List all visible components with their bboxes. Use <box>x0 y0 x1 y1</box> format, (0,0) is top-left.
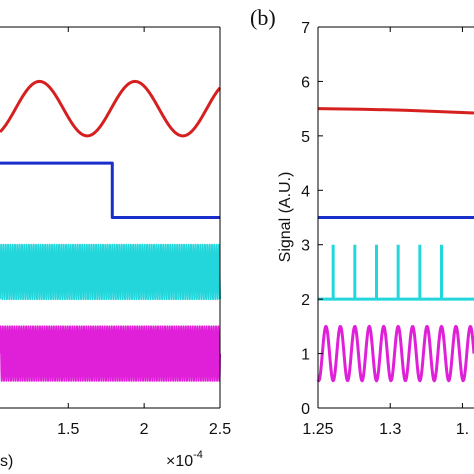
panel-b-series-1-line <box>317 107 474 115</box>
panel-a-series-1-line <box>0 79 222 138</box>
y-tick-label: 5 <box>301 129 310 146</box>
panel-b-label: (b) <box>250 5 276 30</box>
panel-a-x-label-fragment: s) <box>0 453 13 470</box>
x-tick-label: 1. <box>456 421 469 438</box>
x-tick-label: 2 <box>140 421 149 438</box>
panel-b-series-3-line <box>318 244 474 301</box>
panel-b-x-ticks: 1.25 1.3 1. <box>302 27 469 438</box>
panel-b-series-4-line <box>316 324 474 383</box>
panel-a: 1.5 2 2.5 s) ×10-4 <box>0 26 231 470</box>
panel-a-x-ticks: 1.5 2 2.5 <box>57 27 231 438</box>
panel-b: (b) 0 1 2 3 4 5 6 7 1.25 1.3 1. Signal (A.U.) <box>250 5 474 438</box>
x-tick-label: 1.25 <box>302 421 333 438</box>
y-tick-label: 6 <box>301 74 310 91</box>
y-tick-label: 4 <box>301 183 310 200</box>
panel-a-series-2-line <box>0 161 220 219</box>
y-tick-label: 3 <box>301 238 310 255</box>
panel-b-y-ticks: 0 1 2 3 4 5 6 7 <box>301 20 323 418</box>
y-tick-label: 7 <box>301 20 310 37</box>
panel-a-x-multiplier: ×10-4 <box>166 449 203 470</box>
x-tick-label: 1.3 <box>379 421 401 438</box>
y-tick-label: 0 <box>301 401 310 418</box>
x-tick-label: 2.5 <box>209 421 231 438</box>
panel-a-x-multiplier-exponent: -4 <box>193 449 203 461</box>
y-tick-label: 1 <box>301 347 310 364</box>
x-tick-label: 1.5 <box>57 421 79 438</box>
panel-b-plot-area <box>316 107 474 383</box>
y-tick-label: 2 <box>301 292 310 309</box>
panel-a-series-3-line <box>0 243 221 301</box>
panel-a-series-4-line <box>0 325 221 382</box>
panel-b-y-label: Signal (A.U.) <box>277 172 294 263</box>
panel-a-plot-area <box>0 79 222 382</box>
